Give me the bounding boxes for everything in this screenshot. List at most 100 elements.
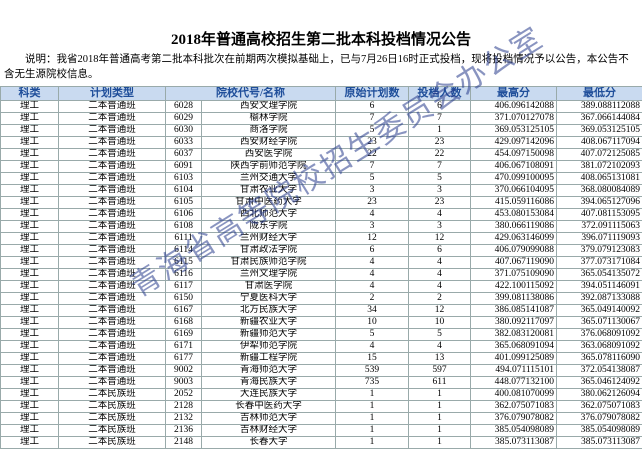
cell: 367.066144084 xyxy=(556,112,642,125)
cell: 4 xyxy=(408,268,471,281)
cell: 北方民族大学 xyxy=(201,304,336,317)
cell: 362.075071083 xyxy=(470,400,557,413)
cell: 5 xyxy=(335,328,409,341)
cell: 10 xyxy=(408,316,471,329)
cell: 长春中医药大学 xyxy=(201,400,336,413)
table-row: 理工 二本普通班 6091 陕西学前师范学院 7 7 406.067108091 381.07… xyxy=(0,160,642,173)
cell: 理工 xyxy=(0,196,59,209)
cell: 理工 xyxy=(0,220,59,233)
cell: 371.075109090 xyxy=(470,268,557,281)
cell: 西安财经学院 xyxy=(201,136,336,149)
cell: 454.097150098 xyxy=(470,148,557,161)
cell: 榆林学院 xyxy=(201,112,336,125)
table-row: 理工 二本普通班 6114 甘肃政法学院 6 6 406.079099088 379.0791… xyxy=(0,244,642,257)
cell: 6177 xyxy=(165,352,202,365)
cell: 兰州文理学院 xyxy=(201,268,336,281)
cell: 401.099125089 xyxy=(470,352,557,365)
cell: 理工 xyxy=(0,376,59,389)
title: 2018年普通高校招生第二批本科投档情况公告 xyxy=(170,32,471,48)
cell: 吉林师范大学 xyxy=(201,412,336,425)
cell: 1 xyxy=(408,388,471,401)
cell: 407.081153095 xyxy=(556,208,642,221)
cell: 1 xyxy=(335,400,409,413)
cell: 二本普通班 xyxy=(58,124,166,137)
cell: 6171 xyxy=(165,340,202,353)
cell: 376.068091092 xyxy=(556,328,642,341)
cell: 长春大学 xyxy=(201,436,336,449)
cell: 理工 xyxy=(0,136,59,149)
cell: 376.079078082 xyxy=(470,412,557,425)
cell: 理工 xyxy=(0,124,59,137)
cell: 理工 xyxy=(0,340,59,353)
cell: 6 xyxy=(408,244,471,257)
cell: 二本普通班 xyxy=(58,328,166,341)
cell: 6150 xyxy=(165,292,202,305)
cell: 3 xyxy=(335,184,409,197)
cell: 理工 xyxy=(0,160,59,173)
cell: 商洛学院 xyxy=(201,124,336,137)
cell: 二本民族班 xyxy=(58,436,166,449)
cell: 7 xyxy=(408,160,471,173)
table-row: 理工 二本普通班 6103 兰州交通大学 5 5 470.099100095 408.0651… xyxy=(0,172,642,185)
cell: 二本普通班 xyxy=(58,220,166,233)
cell: 365.054135072 xyxy=(556,268,642,281)
table-body: 理工 二本普通班 6028 西安文理学院 6 6 406.096142088 389.0881… xyxy=(0,100,642,449)
cell: 理工 xyxy=(0,244,59,257)
cell: 兰州交通大学 xyxy=(201,172,336,185)
cell: 4 xyxy=(335,208,409,221)
cell: 1 xyxy=(335,388,409,401)
column-header: 原始计划数 xyxy=(335,86,409,101)
cell: 381.072102093 xyxy=(556,160,642,173)
column-header: 最低分 xyxy=(556,86,642,101)
cell: 二本普通班 xyxy=(58,160,166,173)
cell: 二本普通班 xyxy=(58,232,166,245)
cell: 理工 xyxy=(0,364,59,377)
cell: 7 xyxy=(408,112,471,125)
cell: 甘肃医学院 xyxy=(201,280,336,293)
cell: 二本普通班 xyxy=(58,364,166,377)
cell: 甘肃农业大学 xyxy=(201,184,336,197)
cell: 406.079099088 xyxy=(470,244,557,257)
cell: 597 xyxy=(408,364,471,377)
cell: 4 xyxy=(335,280,409,293)
cell: 理工 xyxy=(0,328,59,341)
cell: 理工 xyxy=(0,424,59,437)
table-row: 理工 二本普通班 6169 新疆师范大学 5 5 382.083120081 376.0680… xyxy=(0,328,642,341)
cell: 377.073171084 xyxy=(556,256,642,269)
cell: 5 xyxy=(335,172,409,185)
cell: 4 xyxy=(335,256,409,269)
cell: 二本普通班 xyxy=(58,268,166,281)
cell: 4 xyxy=(408,340,471,353)
cell: 406.096142088 xyxy=(470,100,557,113)
cell: 400.081070099 xyxy=(470,388,557,401)
cell: 甘肃政法学院 xyxy=(201,244,336,257)
cell: 二本普通班 xyxy=(58,340,166,353)
cell: 9003 xyxy=(165,376,202,389)
cell: 二本普通班 xyxy=(58,352,166,365)
cell: 470.099100095 xyxy=(470,172,557,185)
table-row: 理工 二本普通班 9002 青海师范大学 539 597 494.071115101 372.… xyxy=(0,364,642,377)
cell: 4 xyxy=(408,280,471,293)
cell: 12 xyxy=(408,232,471,245)
cell: 二本普通班 xyxy=(58,184,166,197)
cell: 6028 xyxy=(165,100,202,113)
cell: 二本普通班 xyxy=(58,100,166,113)
cell: 365.046124092 xyxy=(556,376,642,389)
cell: 362.075071083 xyxy=(556,400,642,413)
table-row: 理工 二本普通班 6115 甘肃民族师范学院 4 4 407.067119090 377.07… xyxy=(0,256,642,269)
table-row: 理工 二本普通班 6037 西安医学院 22 22 454.097150098 407.072… xyxy=(0,148,642,161)
cell: 13 xyxy=(408,352,471,365)
cell: 2128 xyxy=(165,400,202,413)
cell: 6037 xyxy=(165,148,202,161)
cell: 12 xyxy=(335,232,409,245)
cell: 二本普通班 xyxy=(58,208,166,221)
cell: 23 xyxy=(335,196,409,209)
cell: 二本民族班 xyxy=(58,388,166,401)
cell: 4 xyxy=(408,208,471,221)
cell: 494.071115101 xyxy=(470,364,557,377)
cell: 6091 xyxy=(165,160,202,173)
cell: 365.049140092 xyxy=(556,304,642,317)
cell: 青海师范大学 xyxy=(201,364,336,377)
cell: 二本普通班 xyxy=(58,292,166,305)
